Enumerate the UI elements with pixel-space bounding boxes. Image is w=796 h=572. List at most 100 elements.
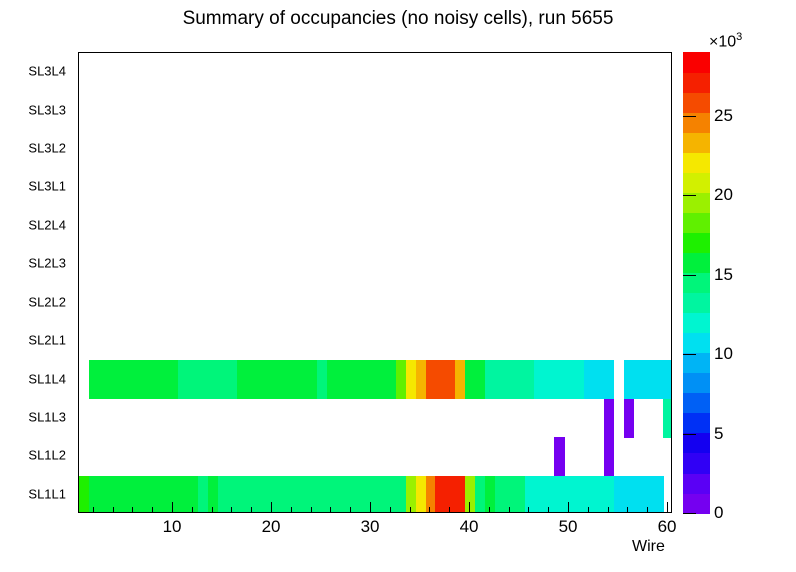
x-axis-minor-tick xyxy=(132,507,134,513)
heatmap-cell xyxy=(286,360,298,400)
x-axis-minor-tick xyxy=(528,507,530,513)
heatmap-cell xyxy=(207,475,219,512)
palette-band xyxy=(683,372,710,394)
palette-band xyxy=(683,112,710,133)
heatmap-cell xyxy=(108,475,120,512)
heatmap-cell xyxy=(88,360,100,400)
heatmap-cell xyxy=(455,360,466,400)
heatmap-cell xyxy=(633,475,644,512)
heatmap-cell xyxy=(415,360,427,400)
heatmap-cell xyxy=(564,475,575,512)
x-axis-tick-label: 60 xyxy=(657,517,677,536)
y-axis-tick-label: SL2L3 xyxy=(28,255,66,271)
y-axis-tick-label: SL3L2 xyxy=(28,140,66,156)
palette-band xyxy=(683,472,710,494)
plot-frame[interactable] xyxy=(78,52,672,513)
palette-band xyxy=(683,212,710,233)
palette-tick-label: 15 xyxy=(714,264,733,284)
palette-band xyxy=(683,52,710,73)
x-axis-minor-tick xyxy=(647,507,649,513)
heatmap-cell xyxy=(346,475,357,512)
x-axis-tick-label: 50 xyxy=(558,517,578,536)
y-axis-tick-label: SL2L4 xyxy=(28,217,66,233)
heatmap-cell xyxy=(475,475,486,512)
y-axis-tick-label: SL1L2 xyxy=(28,447,66,463)
x-axis-minor-tick xyxy=(290,507,292,513)
heatmap-cell xyxy=(326,475,337,512)
x-axis-major-tick xyxy=(370,502,372,513)
palette-band xyxy=(683,432,710,454)
x-axis-minor-tick xyxy=(211,507,213,513)
heatmap-cell xyxy=(257,360,268,400)
heatmap-cell xyxy=(623,398,634,438)
x-axis-minor-tick xyxy=(429,507,431,513)
heatmap-cell xyxy=(574,475,585,512)
heatmap-cell xyxy=(583,360,595,400)
palette-tick xyxy=(683,274,696,276)
heatmap-cell xyxy=(405,360,417,400)
y-axis-tick-label: SL2L1 xyxy=(28,332,66,348)
heatmap-cell xyxy=(405,475,417,512)
palette-band xyxy=(683,312,710,334)
heatmap-cell xyxy=(663,360,671,400)
x-axis-minor-tick xyxy=(251,507,253,513)
heatmap-cell xyxy=(316,475,328,512)
heatmap-cell xyxy=(217,360,229,400)
heatmap-cell xyxy=(138,475,149,512)
heatmap-cell xyxy=(613,475,625,512)
heatmap-cell xyxy=(484,475,496,512)
heatmap-cell xyxy=(603,437,615,477)
y-axis-tick-label: SL1L1 xyxy=(28,486,66,502)
palette-band xyxy=(683,452,710,474)
heatmap-cells xyxy=(79,53,671,512)
palette-tick-label: 20 xyxy=(714,185,733,205)
heatmap-cell xyxy=(88,475,100,512)
palette-band xyxy=(683,72,710,93)
x-axis-tick-label: 40 xyxy=(459,517,479,536)
heatmap-cell xyxy=(484,360,496,400)
heatmap-cell xyxy=(385,475,397,512)
x-axis-minor-tick xyxy=(350,507,352,513)
heatmap-cell xyxy=(237,360,248,400)
palette-tick xyxy=(683,513,696,514)
page-title: Summary of occupancies (no noisy cells),… xyxy=(182,8,614,29)
heatmap-cell xyxy=(475,360,486,400)
palette-band xyxy=(683,352,710,374)
heatmap-cell xyxy=(385,360,397,400)
x-axis-minor-tick xyxy=(191,507,193,513)
x-axis-major-tick xyxy=(469,502,471,513)
heatmap-cell xyxy=(425,475,436,512)
heatmap-cell xyxy=(395,475,407,512)
palette-band xyxy=(683,252,710,274)
x-axis-minor-tick xyxy=(112,507,114,513)
x-axis-tick-label: 30 xyxy=(360,517,380,536)
heatmap-cell xyxy=(494,475,506,512)
y-axis-tick-label: SL3L1 xyxy=(28,178,66,194)
x-axis-minor-tick xyxy=(488,507,490,513)
heatmap-cell xyxy=(514,475,526,512)
heatmap-cell xyxy=(643,475,654,512)
heatmap-cell xyxy=(277,360,288,400)
heatmap-cell xyxy=(346,360,357,400)
heatmap-cell xyxy=(148,360,159,400)
heatmap-cell xyxy=(435,475,446,512)
x-axis-major-tick xyxy=(568,502,570,513)
heatmap-cell xyxy=(564,360,575,400)
heatmap-cell xyxy=(583,475,595,512)
heatmap-cell xyxy=(138,360,149,400)
heatmap-cell xyxy=(653,475,664,512)
heatmap-cell xyxy=(118,360,130,400)
color-palette[interactable] xyxy=(683,52,710,514)
y-axis-labels: SL1L1 SL1L2 SL1L3 SL1L4 SL2L1 SL2L2 SL2L3 SL2L4… xyxy=(0,52,78,513)
heatmap-cell xyxy=(623,360,634,400)
y-axis-tick-label: SL1L4 xyxy=(28,371,66,387)
heatmap-cell xyxy=(593,475,605,512)
heatmap-cell xyxy=(306,475,318,512)
heatmap-cell xyxy=(326,360,337,400)
palette-band xyxy=(683,92,710,113)
palette-tick xyxy=(683,195,696,197)
heatmap-cell xyxy=(574,360,585,400)
heatmap-cell xyxy=(633,360,644,400)
heatmap-cell xyxy=(336,475,347,512)
heatmap-cell xyxy=(257,475,268,512)
